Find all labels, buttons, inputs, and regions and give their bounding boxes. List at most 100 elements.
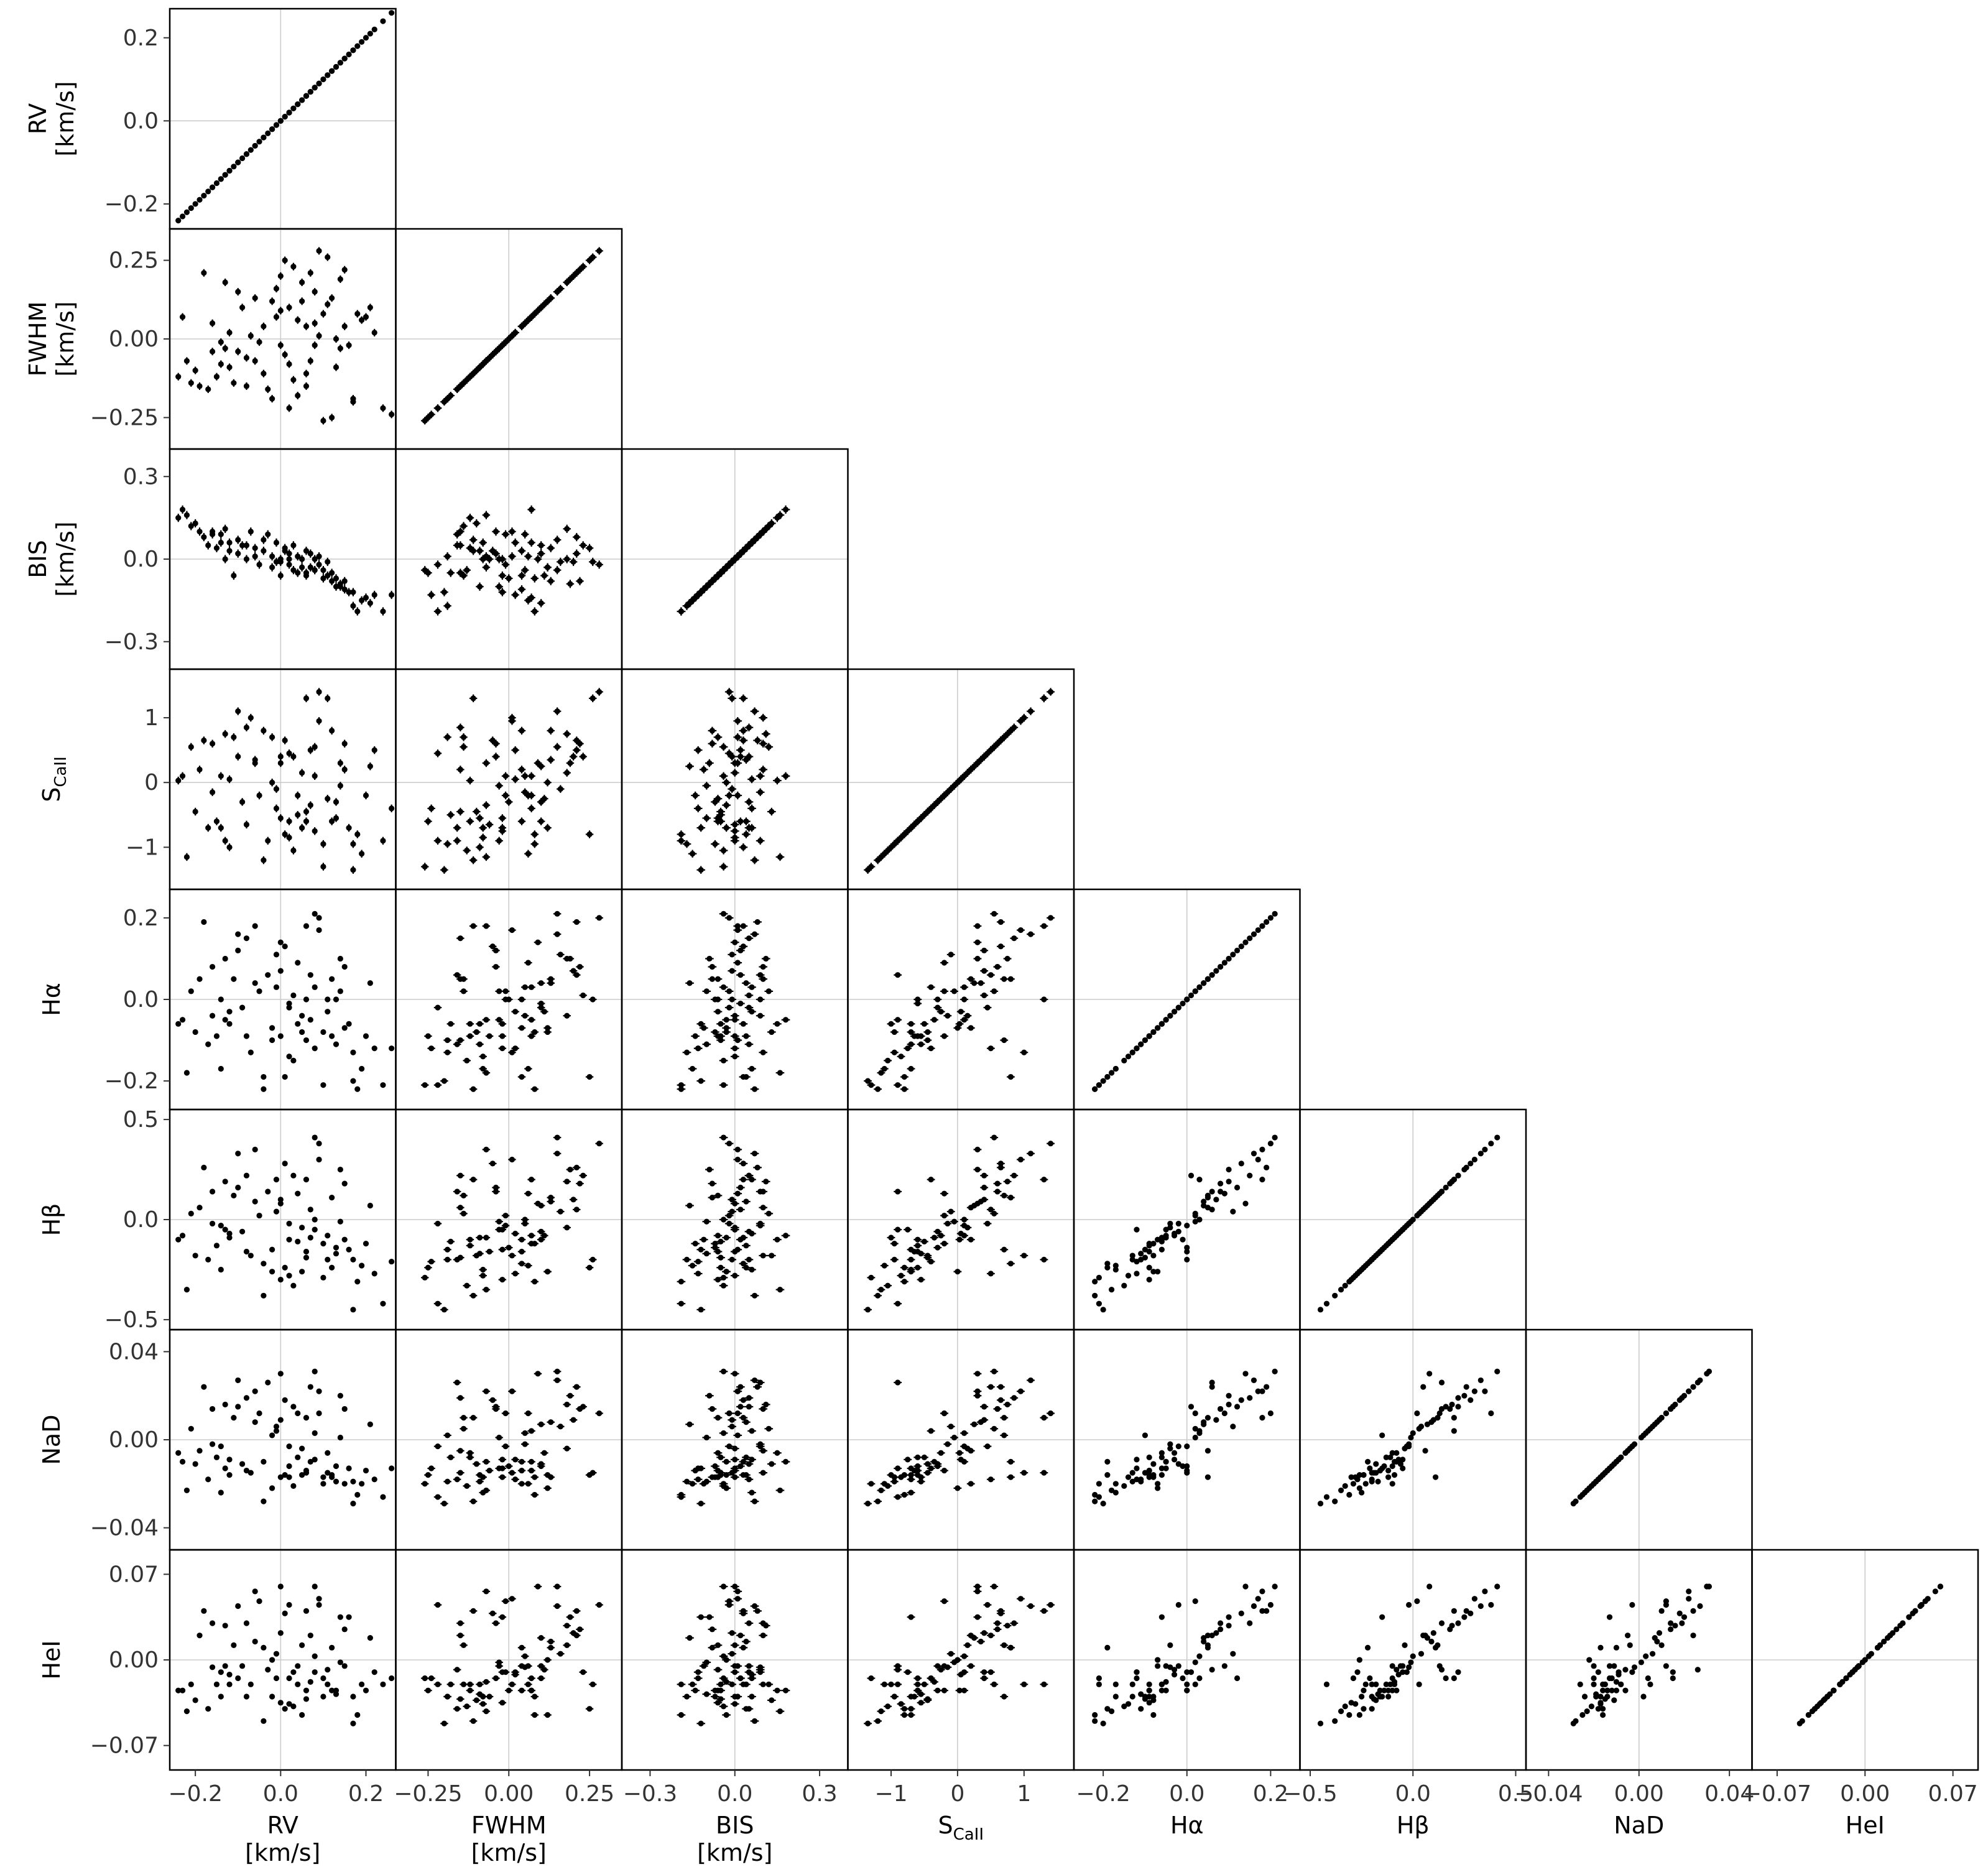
data-point [737,753,744,760]
data-point [1134,1045,1140,1052]
data-point [303,923,310,929]
data-point [885,1282,891,1289]
data-point [235,550,241,557]
data-point [734,1156,741,1163]
y-tick-label: 0.0 [123,987,159,1012]
data-point [201,270,207,276]
data-point [213,374,220,380]
data-point [483,854,489,860]
data-point [925,1037,931,1044]
panel-Ha-vs-FWHM [395,888,623,1111]
data-point [316,718,322,724]
data-point [1134,1271,1140,1277]
data-point [964,1012,971,1019]
data-point [444,841,451,847]
data-point [277,118,284,124]
data-point [1184,1248,1190,1255]
data-point [541,795,547,802]
data-point [467,1236,473,1243]
data-point [1247,935,1253,942]
data-point [915,1243,921,1249]
data-point [235,931,241,937]
data-point [303,1177,310,1183]
data-point [269,734,275,740]
data-point [895,1017,901,1023]
data-point [295,101,301,108]
data-point [1150,1253,1157,1259]
data-point [188,988,194,994]
data-point [506,799,512,805]
data-point [269,779,275,785]
data-point [709,741,715,747]
data-point [218,996,224,1003]
data-point [692,1241,698,1247]
data-point [235,1151,241,1157]
data-point [777,854,784,860]
data-point [425,570,432,576]
data-point [1218,963,1224,970]
data-point [252,757,258,763]
data-point [273,952,280,958]
data-point [706,1166,713,1173]
y-tick-label: −0.2 [104,192,159,217]
data-point [329,728,335,734]
data-point [444,1037,451,1044]
data-point [726,915,733,921]
data-point [312,567,318,573]
data-point [525,1262,532,1269]
data-point [1264,919,1270,925]
data-point [243,542,250,549]
data-point [925,1029,931,1035]
data-point [941,1190,948,1197]
data-point [712,1029,718,1035]
data-point [974,1146,981,1152]
data-point [480,825,486,831]
markers [175,688,395,874]
data-point [554,537,560,543]
data-point [509,1253,515,1259]
data-point [1204,1195,1211,1201]
data-point [435,405,441,411]
data-point [868,1082,874,1088]
data-point [256,792,262,799]
data-point [991,910,997,917]
data-point [444,1256,451,1262]
data-point [522,1220,528,1227]
data-point [538,1000,544,1007]
data-point [457,935,463,942]
data-point [945,1220,951,1227]
data-point [945,789,951,795]
data-point [320,863,326,870]
data-point [737,947,744,953]
data-point [489,548,496,554]
data-point [687,1202,693,1209]
data-point [333,1041,340,1047]
data-point [1121,1057,1127,1063]
data-point [422,863,428,870]
data-point [483,1287,489,1293]
data-point [218,539,224,546]
data-point [1238,1161,1244,1167]
data-point [723,1025,729,1031]
data-point [519,1025,525,1031]
data-point [918,815,924,822]
data-point [570,753,576,760]
data-point [1251,1151,1257,1157]
data-point [325,1009,331,1015]
data-point [179,1017,186,1023]
data-point [467,1033,473,1039]
data-point [499,589,506,595]
data-point [1175,1004,1181,1011]
data-point [269,1025,275,1031]
data-point [359,851,365,857]
data-point [567,581,573,587]
data-point [987,1045,994,1052]
data-point [878,854,884,860]
data-point [312,320,318,327]
data-point [743,818,749,825]
data-point [1001,976,1007,982]
y-tick-label: 0.25 [109,248,159,274]
data-point [746,799,752,805]
data-point [441,867,447,873]
data-point [580,992,586,999]
